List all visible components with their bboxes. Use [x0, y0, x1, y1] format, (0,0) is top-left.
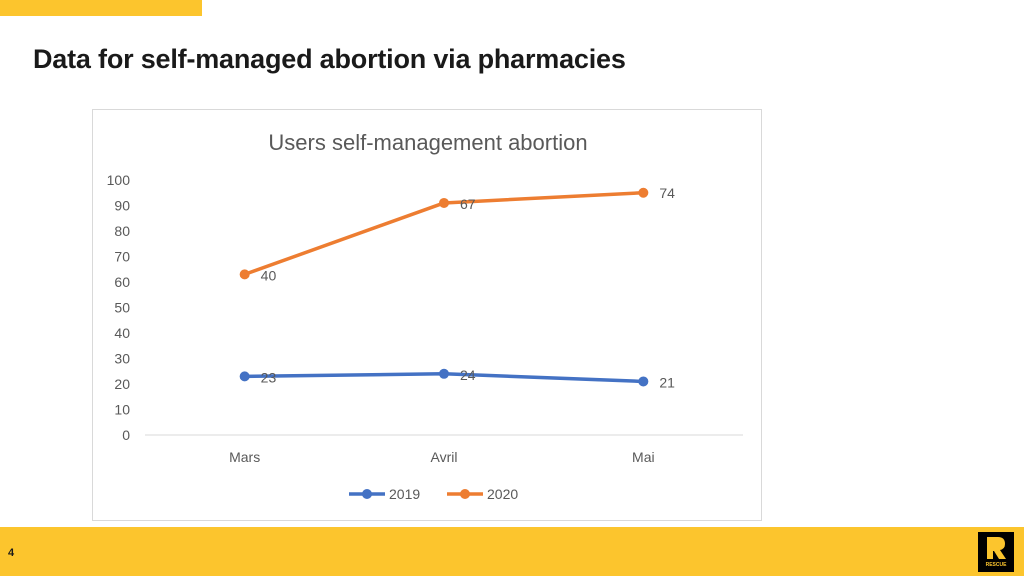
data-label-2019: 24 — [460, 367, 476, 383]
y-tick-label: 70 — [114, 249, 130, 265]
logo-text: RESCUE — [985, 562, 1007, 568]
data-point-2020 — [239, 269, 250, 280]
page-number: 4 — [8, 547, 15, 559]
logo-mark-icon — [987, 537, 1006, 559]
data-point-2019 — [638, 376, 649, 387]
y-tick-label: 80 — [114, 223, 130, 239]
data-label-2020: 74 — [659, 185, 675, 201]
data-label-2019: 21 — [659, 374, 675, 390]
data-point-2019 — [439, 368, 449, 379]
legend-label-2020: 2020 — [487, 486, 518, 502]
data-point-2020 — [638, 187, 649, 198]
y-tick-label: 30 — [114, 351, 130, 367]
legend-marker-2020 — [460, 489, 470, 499]
x-tick-label: Avril — [431, 449, 458, 465]
data-label-2020: 40 — [261, 267, 277, 283]
data-label-2020: 67 — [460, 196, 476, 212]
y-tick-label: 60 — [114, 274, 130, 290]
chart-frame: Users self-management abortion 0 10 20 30 40… — [92, 109, 762, 521]
data-point-2019 — [239, 371, 250, 382]
y-tick-label: 100 — [107, 172, 131, 188]
y-tick-label: 0 — [122, 427, 130, 443]
data-point-2020 — [439, 197, 449, 208]
x-tick-label: Mai — [632, 449, 655, 465]
y-tick-label: 90 — [114, 198, 130, 214]
line-chart: Users self-management abortion 0 10 20 30 40… — [107, 130, 743, 502]
data-label-2019: 23 — [261, 369, 277, 385]
y-tick-label: 40 — [114, 325, 130, 341]
rescue-logo: RESCUE — [978, 532, 1014, 572]
chart-title: Users self-management abortion — [268, 130, 587, 155]
legend-label-2019: 2019 — [389, 486, 420, 502]
y-tick-label: 50 — [114, 300, 130, 316]
x-tick-label: Mars — [229, 449, 260, 465]
slide-title: Data for self-managed abortion via pharm… — [33, 44, 626, 74]
legend-marker-2019 — [362, 489, 372, 499]
y-tick-label: 20 — [114, 376, 130, 392]
footer-bar — [0, 527, 1024, 576]
y-tick-label: 10 — [114, 402, 130, 418]
top-accent-bar — [0, 0, 202, 16]
